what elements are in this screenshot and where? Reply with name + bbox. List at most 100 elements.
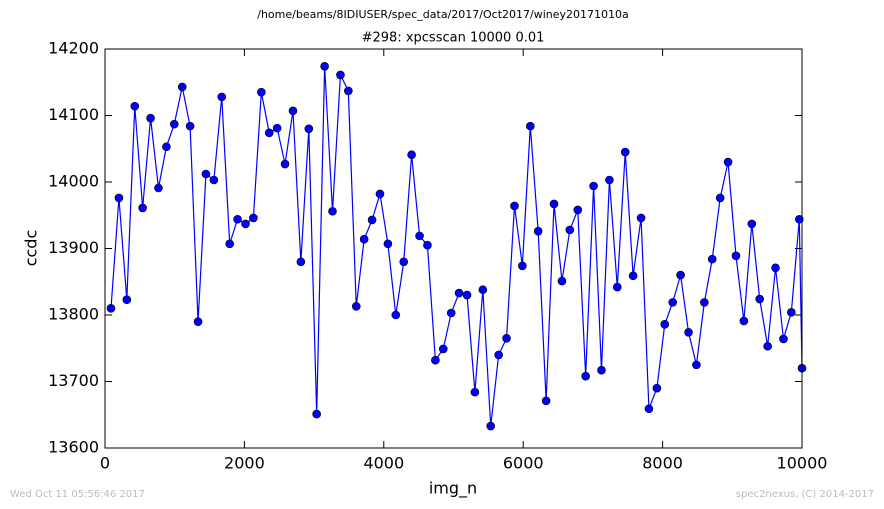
point [518,261,527,271]
point [470,387,480,397]
point [280,159,290,169]
point [185,121,195,131]
point [581,371,590,381]
point [636,213,646,223]
x-tick-label: 10000 [777,454,828,473]
point [763,341,772,351]
y-tick-label: 13900 [48,238,99,257]
point [494,350,503,360]
point [399,257,409,267]
point [201,169,211,179]
point [146,113,155,123]
point [272,123,282,133]
point [225,239,234,249]
point [296,257,306,267]
point [557,276,567,286]
point [209,175,219,185]
point [407,150,416,160]
point [549,199,559,209]
point [700,298,709,307]
point [628,271,638,281]
y-tick-label: 13700 [48,371,99,390]
point [241,219,250,229]
x-tick-label: 2000 [224,454,265,473]
x-tick-label: 0 [100,454,110,473]
point [383,239,393,249]
point [755,294,764,304]
point [177,82,187,92]
point [454,288,464,298]
point [787,308,796,317]
y-tick-label: 13600 [48,438,99,457]
point [320,61,329,71]
point [138,203,147,213]
point [668,298,678,307]
point [391,310,401,320]
point [676,270,685,280]
point [288,106,298,116]
point [415,231,424,241]
point [462,290,472,300]
point [130,101,140,111]
point [731,251,741,261]
point [533,226,543,236]
chart-title: #298: xpcsscan 10000 0.01 [362,31,545,46]
point [328,206,337,216]
point [779,334,788,344]
footer-right: spec2nexus, (C) 2014-2017 [736,489,874,500]
point [122,295,132,305]
point [692,360,701,370]
point [264,128,274,138]
y-tick-label: 14100 [48,105,99,124]
point [106,304,116,313]
y-tick-label: 14000 [48,172,99,191]
y-axis-label: ccdc [22,230,41,267]
point [154,183,163,193]
x-axis-label: img_n [429,479,477,499]
point [715,193,725,203]
point [217,92,227,102]
point [526,121,535,131]
point [375,189,385,199]
point [257,87,266,97]
point [344,86,353,96]
point [612,282,622,292]
point [597,365,606,375]
x-tick-label: 4000 [363,454,404,473]
point [423,240,432,250]
point [446,308,456,318]
point [304,124,314,134]
point [771,263,780,273]
footer-left: Wed Oct 11 05:56:46 2017 [10,489,145,500]
point [359,234,369,244]
point [336,70,345,80]
point [510,201,519,211]
point [312,409,321,419]
point [478,285,488,295]
suptitle: /home/beams/8IDIUSER/spec_data/2017/Oct2… [257,8,629,21]
point [114,193,124,203]
point [747,219,757,229]
point [541,396,551,406]
point [438,344,448,354]
y-tick-label: 13800 [48,305,99,324]
point [502,333,511,343]
point [739,316,749,326]
point [644,404,654,414]
point [660,320,670,329]
plot-frame [104,48,803,449]
point [589,181,598,191]
point [169,119,179,129]
point [249,213,258,223]
point [367,215,377,225]
point [193,317,203,326]
point [620,147,630,157]
point [684,327,693,337]
point [652,383,662,393]
point [605,175,614,185]
x-tick-label: 6000 [503,454,544,473]
point [794,214,804,224]
point [486,421,496,431]
point [233,214,242,224]
